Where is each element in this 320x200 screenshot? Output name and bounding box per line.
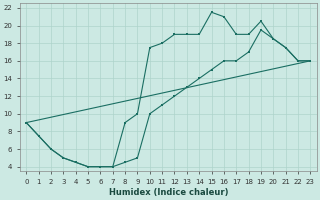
X-axis label: Humidex (Indice chaleur): Humidex (Indice chaleur) [108,188,228,197]
